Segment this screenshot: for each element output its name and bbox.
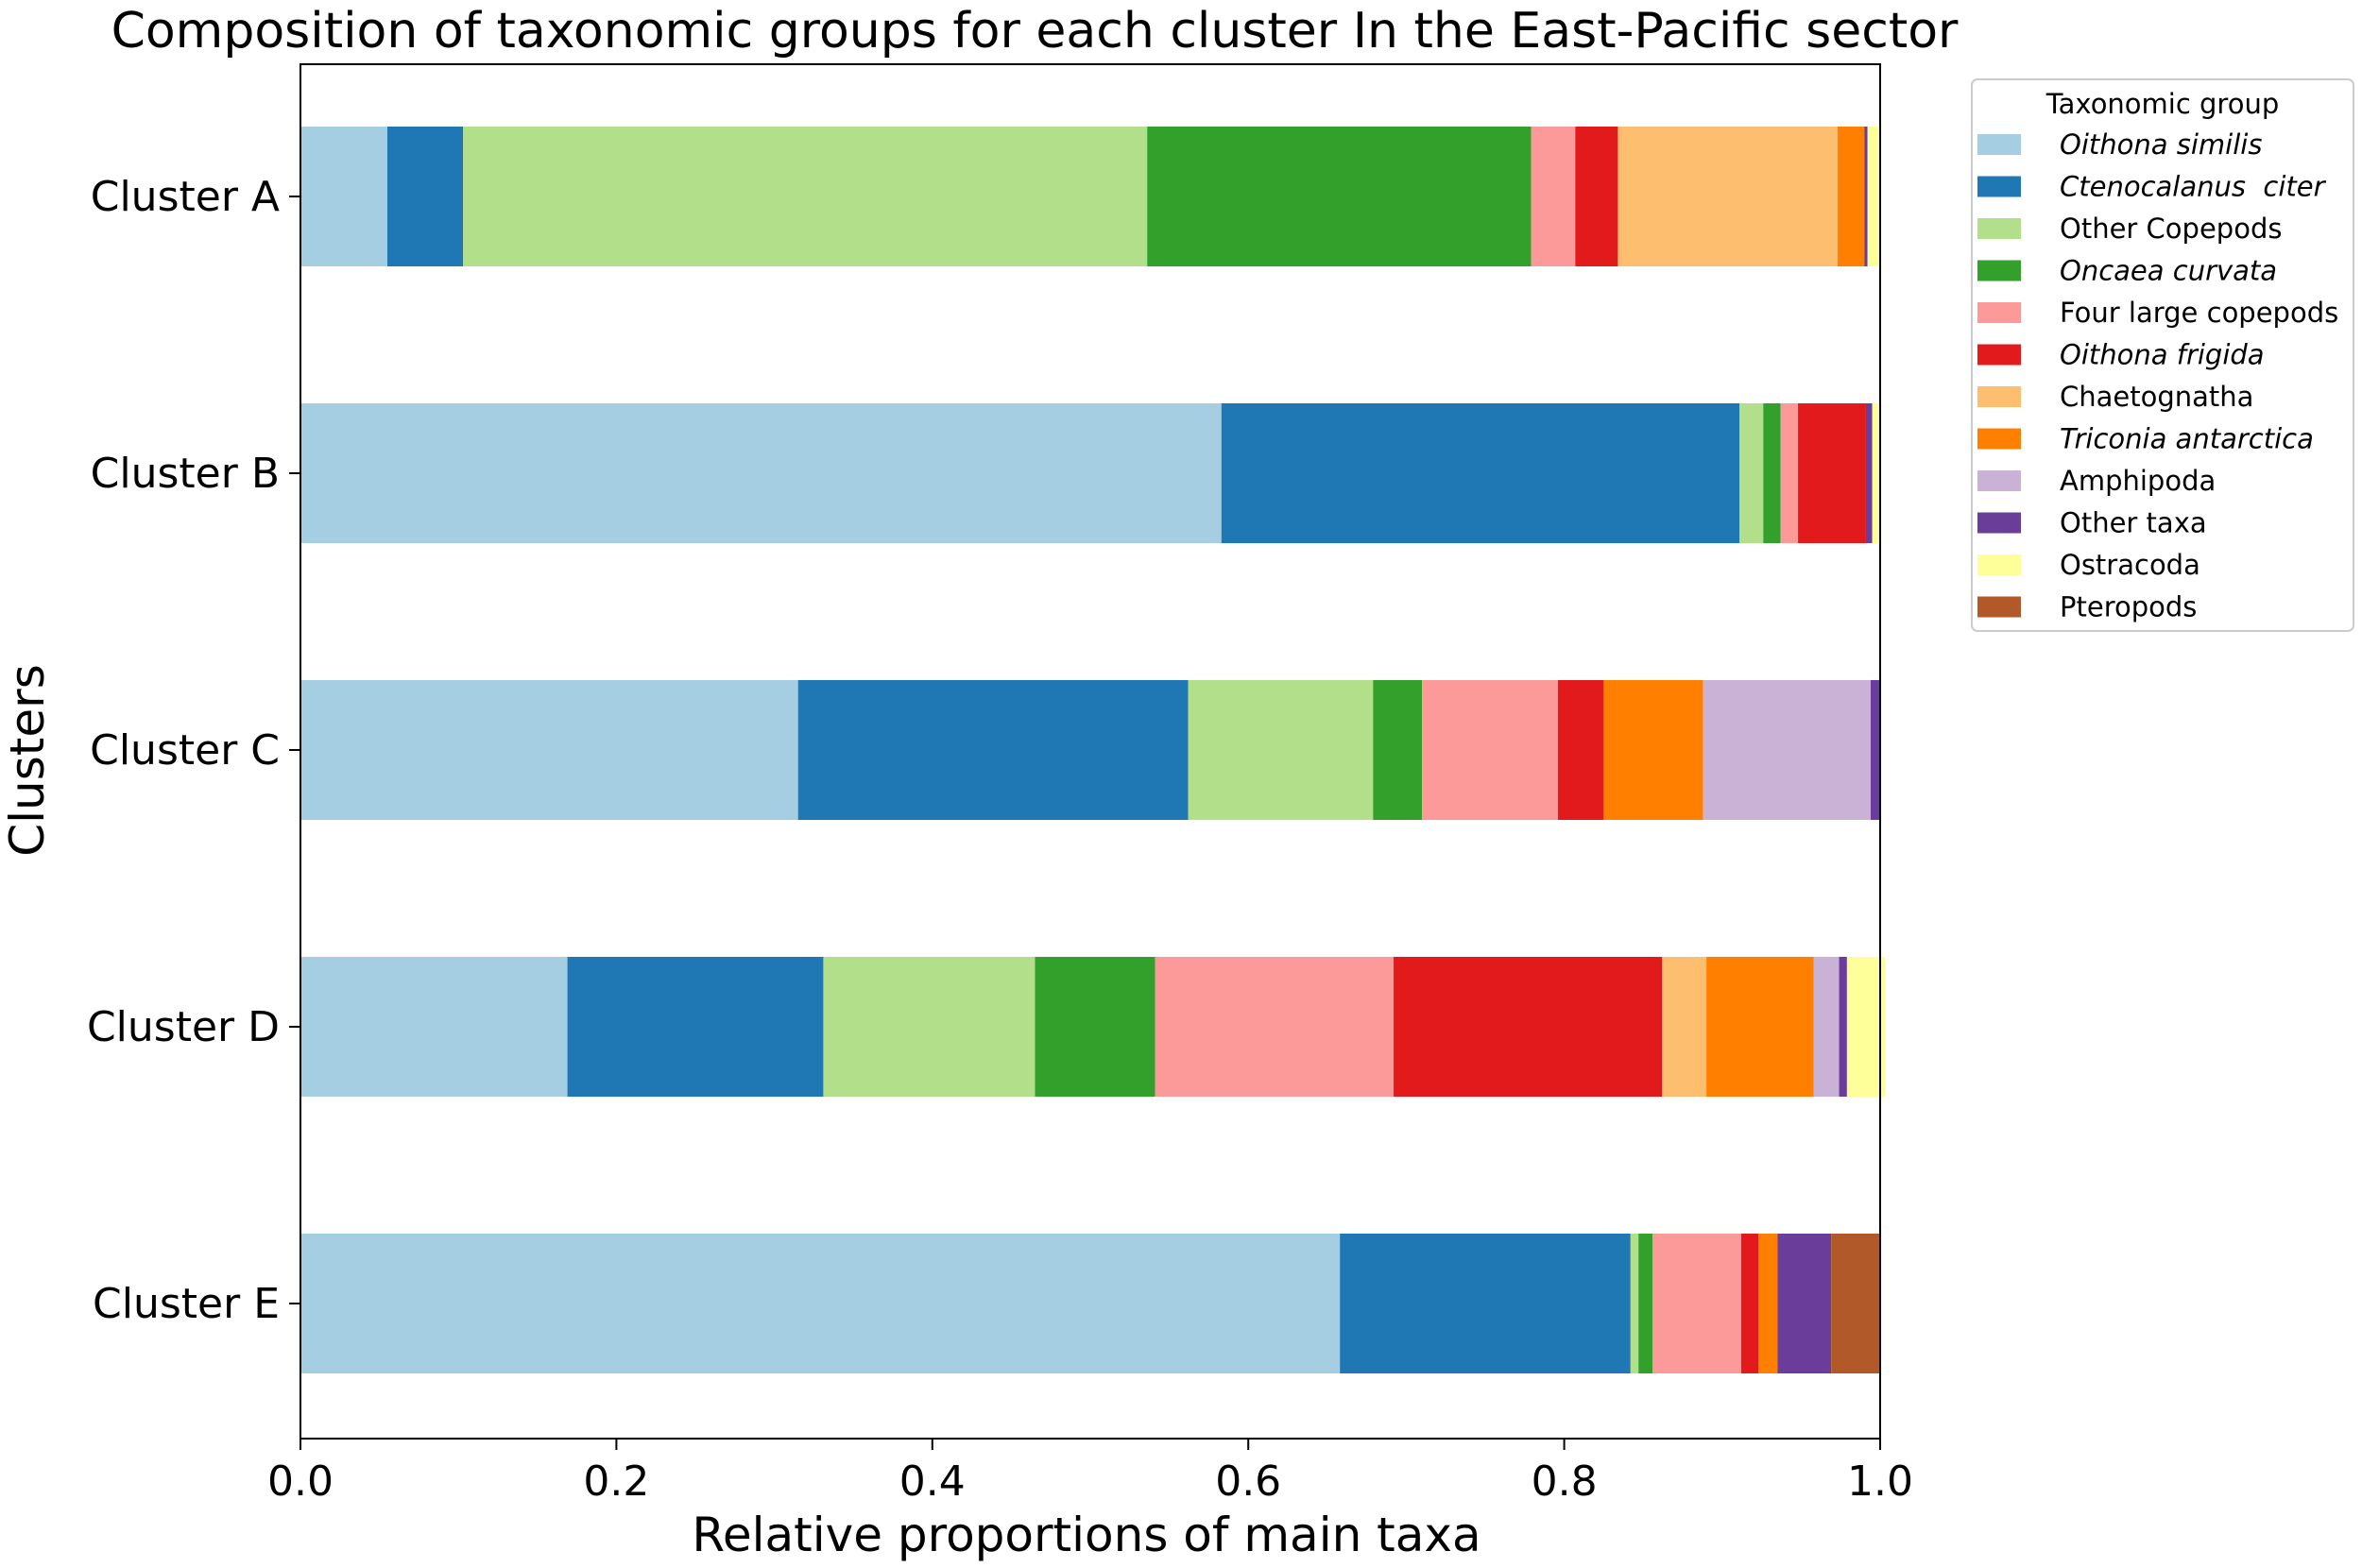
- bar-cluster-a-series-9: [1864, 127, 1868, 266]
- legend-label: Chaetognatha: [2060, 381, 2253, 413]
- x-tick-label: 0.8: [1532, 1457, 1598, 1506]
- bar-cluster-c-series-9: [1870, 680, 1880, 820]
- bar-cluster-d-series-10: [1846, 957, 1886, 1097]
- x-tick-label: 0.0: [267, 1457, 334, 1506]
- legend-swatch: [1977, 260, 2021, 281]
- bar-cluster-d-series-5: [1394, 957, 1663, 1097]
- legend-swatch: [1977, 470, 2021, 491]
- legend-swatch: [1977, 344, 2021, 366]
- legend: Taxonomic group Oithona similis Ctenocala…: [1971, 78, 2354, 632]
- bar-cluster-d-series-8: [1813, 957, 1840, 1097]
- legend-swatch: [1977, 176, 2021, 197]
- legend-label: Other taxa: [2060, 507, 2207, 539]
- bar-cluster-c-series-0: [300, 680, 798, 820]
- bar-cluster-e-series-2: [1630, 1234, 1639, 1373]
- bar-cluster-b-series-0: [300, 403, 1222, 543]
- legend-label: Amphipoda: [2060, 465, 2216, 497]
- legend-label: Triconia antarctica: [2060, 423, 2314, 455]
- legend-label: Pteropods: [2060, 591, 2197, 623]
- bar-cluster-c-series-3: [1373, 680, 1423, 820]
- legend-label: Other Copepods: [2060, 213, 2282, 245]
- bar-cluster-b-series-2: [1739, 403, 1764, 543]
- bar-cluster-a-series-10: [1867, 127, 1880, 266]
- bar-cluster-e-series-9: [1777, 1234, 1832, 1373]
- legend-swatch: [1977, 218, 2021, 239]
- bar-cluster-a-series-1: [386, 127, 464, 266]
- y-axis-label: Clusters: [0, 664, 55, 857]
- bars-layer: [300, 127, 1886, 1373]
- bar-cluster-d-series-6: [1662, 957, 1707, 1097]
- bar-cluster-b-series-4: [1780, 403, 1799, 543]
- legend-label: Ostracoda: [2060, 549, 2200, 581]
- bar-cluster-e-series-5: [1740, 1234, 1759, 1373]
- bar-cluster-e-series-7: [1758, 1234, 1778, 1373]
- bar-cluster-a-series-5: [1575, 127, 1618, 266]
- bar-cluster-a-series-7: [1837, 127, 1865, 266]
- legend-swatch: [1977, 428, 2021, 450]
- bar-cluster-d-series-0: [300, 957, 568, 1097]
- y-tick-label: Cluster E: [93, 1280, 280, 1328]
- bar-cluster-c-series-4: [1422, 680, 1558, 820]
- bar-cluster-d-series-1: [567, 957, 824, 1097]
- bar-cluster-b-series-1: [1221, 403, 1740, 543]
- legend-title: Taxonomic group: [2045, 88, 2280, 120]
- bar-cluster-a-series-0: [300, 127, 387, 266]
- bar-cluster-a-series-6: [1617, 127, 1838, 266]
- bar-cluster-a-series-3: [1147, 127, 1532, 266]
- x-axis-label: Relative proportions of main taxa: [692, 1508, 1481, 1562]
- bar-cluster-c-series-2: [1188, 680, 1374, 820]
- legend-items: Oithona similis Ctenocalanus citer Other C…: [1977, 128, 2338, 623]
- legend-label: Ctenocalanus citer: [2060, 171, 2327, 203]
- x-tick-label: 0.2: [583, 1457, 649, 1506]
- legend-swatch: [1977, 386, 2021, 407]
- bar-cluster-d-series-2: [823, 957, 1036, 1097]
- bar-cluster-a-series-4: [1531, 127, 1576, 266]
- bar-cluster-e-series-1: [1340, 1234, 1631, 1373]
- y-tick-label: Cluster D: [87, 1003, 280, 1051]
- chart-title: Composition of taxonomic groups for each…: [111, 3, 1959, 60]
- bar-cluster-d-series-7: [1706, 957, 1814, 1097]
- bar-cluster-a-series-2: [463, 127, 1148, 266]
- legend-swatch: [1977, 302, 2021, 323]
- bar-cluster-c-series-5: [1557, 680, 1604, 820]
- y-axis: Cluster A Cluster B Cluster C Cluster D Clus…: [87, 173, 300, 1328]
- bar-cluster-b-series-9: [1865, 403, 1873, 543]
- bar-cluster-e-series-11: [1831, 1234, 1880, 1373]
- y-tick-label: Cluster C: [90, 726, 280, 775]
- bar-cluster-d-series-9: [1839, 957, 1847, 1097]
- bar-cluster-c-series-8: [1703, 680, 1871, 820]
- legend-swatch: [1977, 596, 2021, 618]
- legend-swatch: [1977, 134, 2021, 155]
- bar-cluster-e-series-0: [300, 1234, 1341, 1373]
- bar-cluster-e-series-4: [1652, 1234, 1741, 1373]
- bar-cluster-d-series-4: [1155, 957, 1395, 1097]
- bar-cluster-c-series-1: [797, 680, 1189, 820]
- x-tick-label: 1.0: [1847, 1457, 1913, 1506]
- bar-cluster-b-series-3: [1763, 403, 1781, 543]
- legend-label: Oithona frigida: [2060, 339, 2265, 371]
- x-axis: 0.0 0.2 0.4 0.6 0.8 1.0: [267, 1439, 1913, 1506]
- legend-swatch: [1977, 512, 2021, 534]
- legend-label: Oithona similis: [2060, 128, 2262, 161]
- bar-cluster-d-series-3: [1035, 957, 1155, 1097]
- bar-cluster-c-series-7: [1603, 680, 1703, 820]
- x-tick-label: 0.4: [899, 1457, 966, 1506]
- bar-cluster-b-series-5: [1798, 403, 1866, 543]
- x-tick-label: 0.6: [1215, 1457, 1281, 1506]
- y-tick-label: Cluster A: [91, 173, 280, 221]
- bar-cluster-b-series-10: [1872, 403, 1880, 543]
- legend-label: Four large copepods: [2060, 297, 2338, 329]
- legend-label: Oncaea curvata: [2060, 255, 2277, 287]
- legend-frame: [1971, 78, 2354, 632]
- y-tick-label: Cluster B: [91, 450, 280, 498]
- bar-cluster-e-series-3: [1638, 1234, 1653, 1373]
- legend-swatch: [1977, 554, 2021, 575]
- plot-frame: [300, 63, 1881, 1440]
